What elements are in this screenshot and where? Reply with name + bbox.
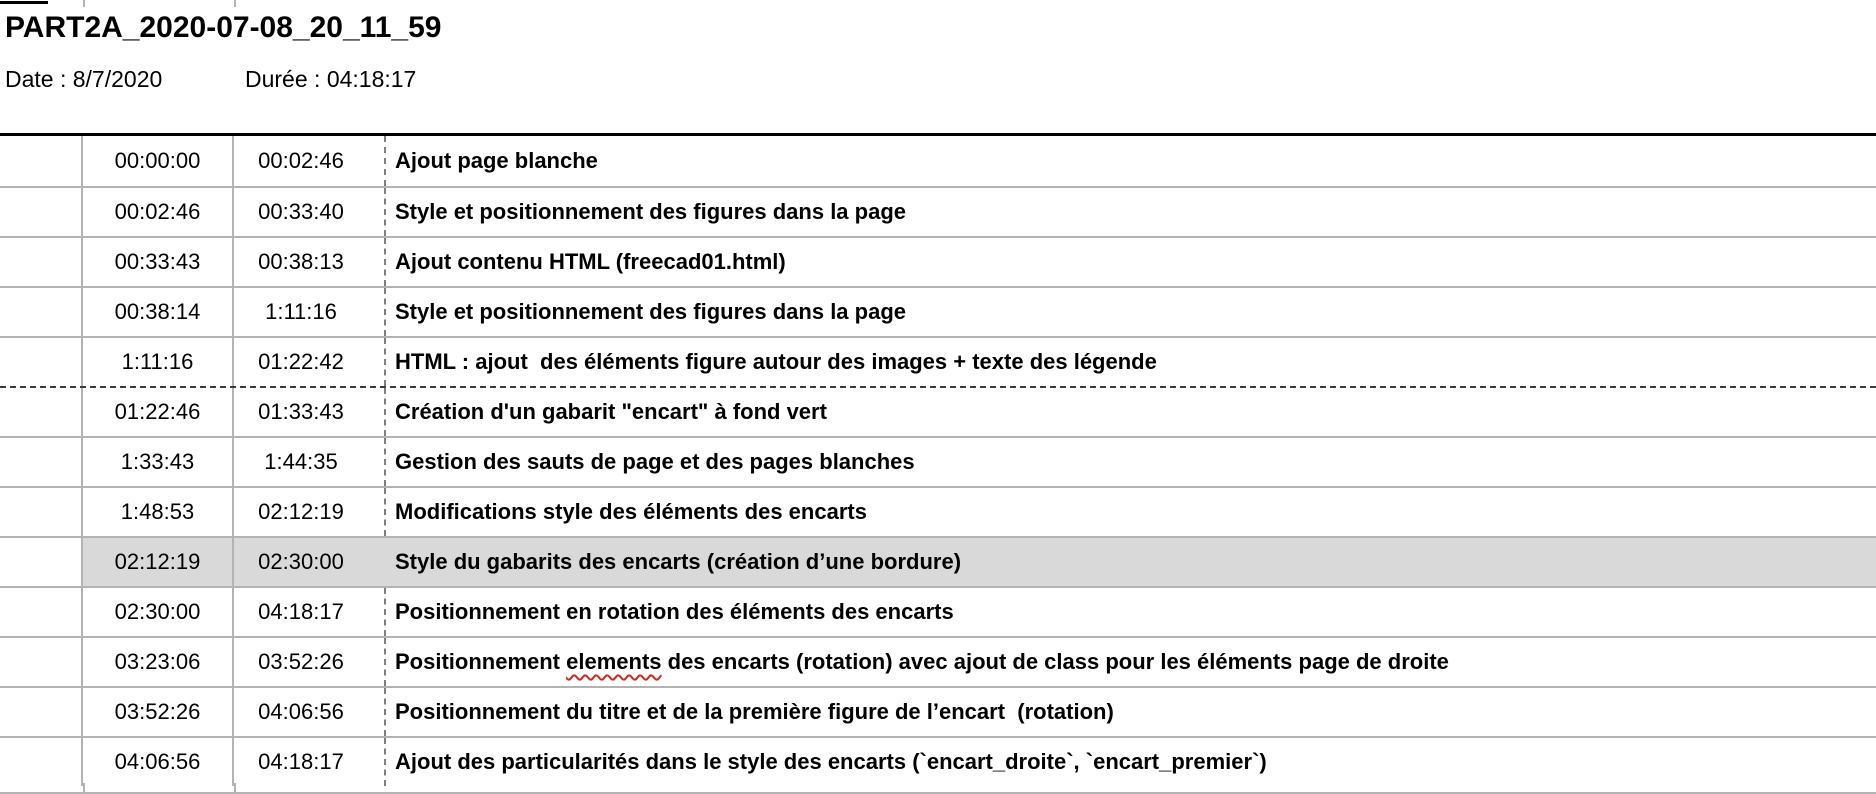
bottom-edge-partial-row [0,783,1876,794]
description-cell[interactable]: Création d'un gabarit "encart" à fond ve… [384,388,1876,436]
start-time-cell[interactable]: 1:33:43 [83,438,234,486]
end-time-cell[interactable]: 04:18:17 [258,599,344,624]
end-time-cell[interactable]: 04:18:17 [258,749,344,774]
top-edge-partial-row [0,0,1876,7]
page-title[interactable]: PART2A_2020-07-08_20_11_59 [5,11,442,44]
row-margin-cell[interactable] [0,738,83,786]
date-text[interactable]: Date : 8/7/2020 [5,66,163,92]
start-time-cell[interactable]: 1:48:53 [83,488,234,536]
end-time-cell[interactable]: 00:02:46 [258,148,344,173]
table-row-highlighted: 02:12:19 02:30:00 Style du gabarits des … [0,536,1876,586]
table-row: 03:23:06 03:52:26 Positionnement element… [0,636,1876,686]
description-cell[interactable]: Style et positionnement des figures dans… [384,188,1876,236]
column-border [83,0,85,7]
time-log-table: 00:00:00 00:02:46 Ajout page blanche 00:… [0,133,1876,786]
end-time-cell[interactable]: 02:12:19 [258,499,344,524]
column-border [83,783,85,794]
start-time-cell[interactable]: 03:52:26 [83,688,234,736]
start-time-cell[interactable]: 01:22:46 [83,388,234,436]
end-time-cell[interactable]: 1:44:35 [264,449,338,474]
row-margin-cell[interactable] [0,638,83,686]
table-row: 00:33:43 00:38:13 Ajout contenu HTML (fr… [0,236,1876,286]
row-margin-cell[interactable] [0,136,83,186]
misspelled-word[interactable]: elements [566,649,662,674]
end-time-cell[interactable]: 01:22:42 [258,349,344,374]
start-time-cell[interactable]: 02:30:00 [83,588,234,636]
row-margin-cell[interactable] [0,688,83,736]
cell-bottom-border [0,1,48,4]
table-row: 00:02:46 00:33:40 Style et positionnemen… [0,186,1876,236]
description-cell[interactable]: Style du gabarits des encarts (création … [384,538,1876,586]
end-time-cell[interactable]: 01:33:43 [258,399,344,424]
start-time-cell[interactable]: 00:02:46 [83,188,234,236]
start-time-cell[interactable]: 03:23:06 [83,638,234,686]
row-margin-cell[interactable] [0,588,83,636]
table-row: 00:00:00 00:02:46 Ajout page blanche [0,136,1876,186]
row-margin-cell[interactable] [0,488,83,536]
description-cell[interactable]: HTML : ajout des éléments figure autour … [384,338,1876,386]
start-time-cell[interactable]: 1:11:16 [83,338,234,386]
description-cell[interactable]: Ajout page blanche [384,136,1876,186]
table-row: 00:38:14 1:11:16 Style et positionnement… [0,286,1876,336]
row-margin-cell[interactable] [0,388,83,436]
start-time-cell[interactable]: 00:38:14 [83,288,234,336]
column-border [234,0,236,7]
table-row: 1:11:16 01:22:42 HTML : ajout des élémen… [0,336,1876,386]
start-time-cell[interactable]: 00:00:00 [83,136,234,186]
start-time-cell[interactable]: 04:06:56 [83,738,234,786]
end-time-cell[interactable]: 1:11:16 [265,299,337,324]
end-time-cell[interactable]: 00:33:40 [258,199,344,224]
description-cell[interactable]: Ajout contenu HTML (freecad01.html) [384,238,1876,286]
end-time-cell[interactable]: 04:06:56 [258,699,344,724]
description-cell[interactable]: Style et positionnement des figures dans… [384,288,1876,336]
table-row: 03:52:26 04:06:56 Positionnement du titr… [0,686,1876,736]
start-time-cell[interactable]: 00:33:43 [83,238,234,286]
row-margin-cell[interactable] [0,288,83,336]
start-time-cell[interactable]: 02:12:19 [83,538,234,586]
end-time-cell[interactable]: 03:52:26 [258,649,344,674]
table-row: 02:30:00 04:18:17 Positionnement en rota… [0,586,1876,636]
table-row: 1:33:43 1:44:35 Gestion des sauts de pag… [0,436,1876,486]
end-time-cell[interactable]: 00:38:13 [258,249,344,274]
description-cell[interactable]: Gestion des sauts de page et des pages b… [384,438,1876,486]
description-cell[interactable]: Modifications style des éléments des enc… [384,488,1876,536]
description-cell[interactable]: Positionnement du titre et de la premièr… [384,688,1876,736]
table-row: 1:48:53 02:12:19 Modifications style des… [0,486,1876,536]
row-margin-cell[interactable] [0,538,83,586]
end-time-cell[interactable]: 02:30:00 [234,538,384,586]
duration-text[interactable]: Durée : 04:18:17 [245,66,417,92]
table-row: 04:06:56 04:18:17 Ajout des particularit… [0,736,1876,786]
description-cell[interactable]: Positionnement en rotation des éléments … [384,588,1876,636]
row-margin-cell[interactable] [0,438,83,486]
row-margin-cell[interactable] [0,238,83,286]
row-margin-cell[interactable] [0,188,83,236]
table-row-after-page-break: 01:22:46 01:33:43 Création d'un gabarit … [0,386,1876,436]
description-cell[interactable]: Ajout des particularités dans le style d… [384,738,1876,786]
column-border [234,783,236,794]
row-margin-cell[interactable] [0,338,83,386]
description-cell[interactable]: Positionnement elements des encarts (rot… [384,638,1876,686]
